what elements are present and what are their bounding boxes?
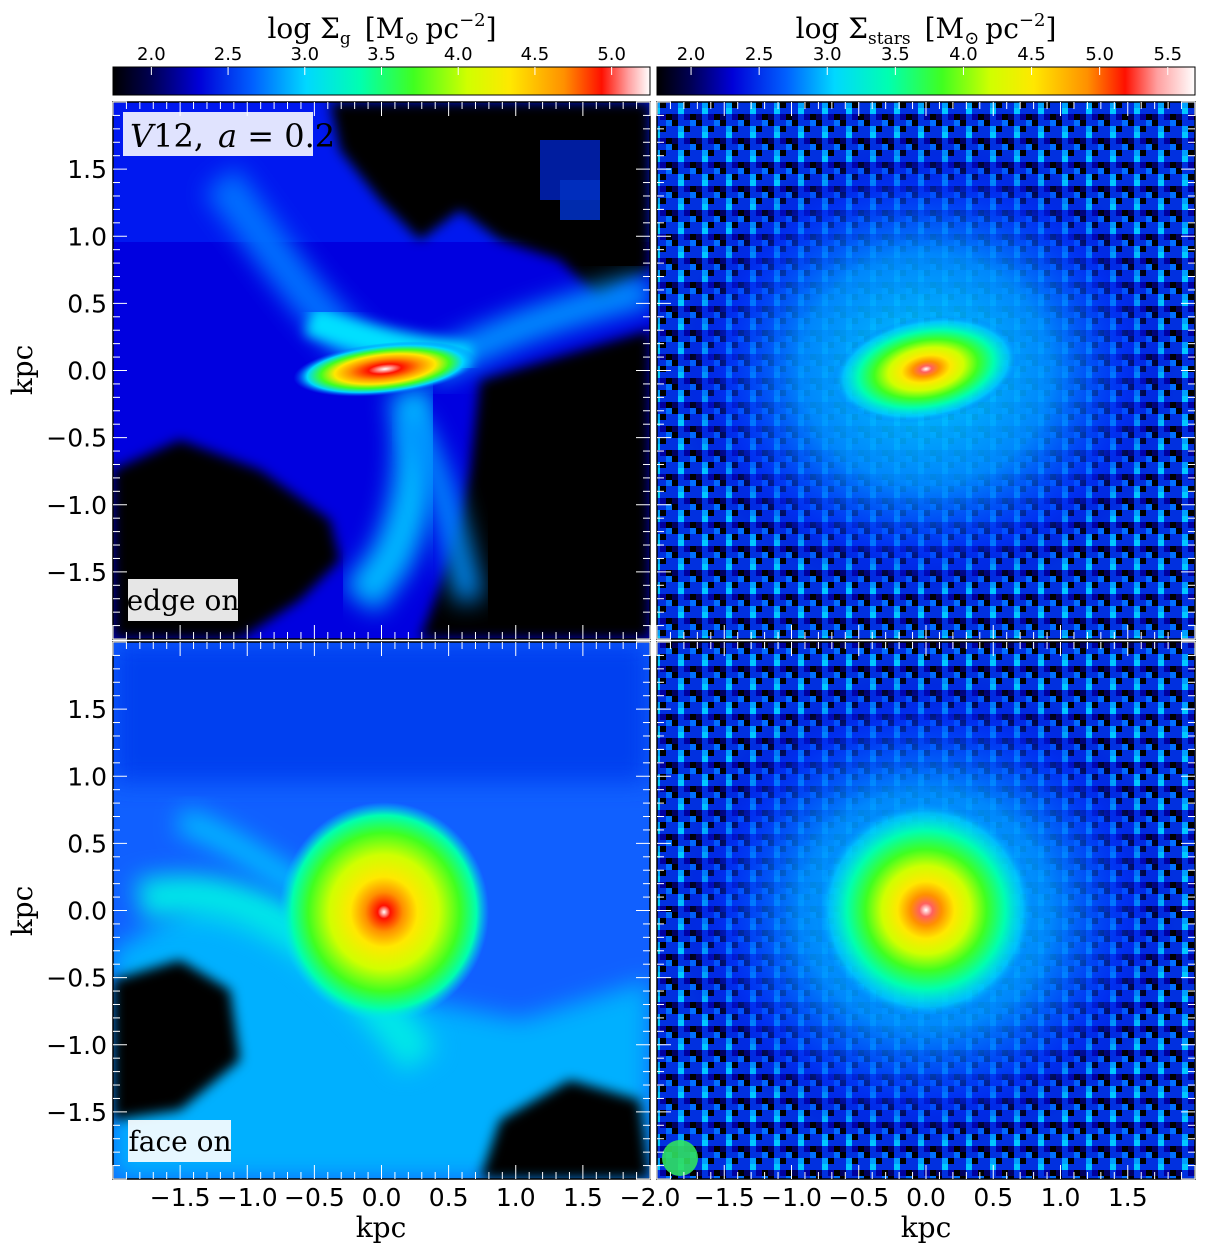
y-axis-label-bottom: kpc — [6, 886, 39, 937]
x-tick-label: −1.0 — [217, 1183, 278, 1212]
x-tick-label: −2.0 — [620, 1183, 681, 1212]
y-tick-label: 1.5 — [67, 695, 107, 724]
y-tick-label: −0.5 — [46, 964, 107, 993]
x-tick-label: 0.0 — [362, 1183, 402, 1212]
colorbar-stars-ticks: 2.0 2.5 3.0 3.5 4.0 4.5 5.0 5.5 — [677, 44, 1182, 75]
colorbar-tick-label: 4.5 — [521, 44, 550, 65]
y-tick-label: −1.5 — [46, 558, 107, 587]
x-tick-label: 1.5 — [1108, 1183, 1148, 1212]
heatmap-gas-edge-on — [113, 102, 650, 639]
x-axis-label-right: kpc — [901, 1211, 952, 1244]
colorbar-tick-label: 4.0 — [444, 44, 473, 65]
colorbar-tick-label: 5.0 — [597, 44, 626, 65]
x-tick-label: 1.0 — [1041, 1183, 1081, 1212]
y-tick-label: 0.5 — [67, 829, 107, 858]
y-tick-label: −0.5 — [46, 424, 107, 453]
edge-on-label: edge on — [127, 584, 240, 617]
y-tick-label: −1.0 — [46, 491, 107, 520]
y-axis-label-top: kpc — [6, 345, 39, 396]
colorbar-tick-label: 3.0 — [290, 44, 319, 65]
colorbar-gas-label: log Σg [M⊙ pc−2] — [267, 10, 496, 49]
colorbar-tick-label: 5.5 — [1153, 44, 1182, 65]
colorbar-tick-label: 2.0 — [677, 44, 706, 65]
x-tick-label: 0.0 — [906, 1183, 946, 1212]
colorbar-tick-label: 5.0 — [1085, 44, 1114, 65]
y-tick-label: −1.5 — [46, 1098, 107, 1127]
colorbar-stars: 2.0 2.5 3.0 3.5 4.0 4.5 5.0 5.5 log Σstars [M⊙ pc… — [656, 10, 1196, 96]
face-on-label: face on — [128, 1125, 231, 1158]
colorbar-tick-label: 2.5 — [214, 44, 243, 65]
x-tick-label: 1.5 — [563, 1183, 603, 1212]
panel-title: V12, a = 0.2 — [130, 117, 335, 155]
y-tick-label: 1.0 — [67, 762, 107, 791]
colorbar-gas: 2.0 2.5 3.0 3.5 4.0 4.5 5.0 log Σg [M⊙ pc−2] — [112, 10, 651, 96]
x-tick-label: −0.5 — [828, 1183, 889, 1212]
y-tick-label: 1.5 — [67, 155, 107, 184]
x-tick-label: 0.5 — [973, 1183, 1013, 1212]
colorbar-tick-label: 4.5 — [1017, 44, 1046, 65]
satellite-blob — [662, 1140, 698, 1176]
label-face-on: face on — [128, 1120, 232, 1162]
colorbar-tick-label: 3.0 — [813, 44, 842, 65]
x-tick-label: −1.0 — [761, 1183, 822, 1212]
y-tick-label: 0.5 — [67, 289, 107, 318]
colorbar-tick-label: 3.5 — [367, 44, 396, 65]
axis-ticks: 1.51.00.50.0−0.5−1.0−1.51.51.00.50.0−0.5… — [46, 101, 1196, 1212]
label-edge-on: edge on — [127, 579, 240, 621]
colorbar-tick-label: 2.5 — [745, 44, 774, 65]
x-tick-label: 0.5 — [429, 1183, 469, 1212]
colorbar-stars-label: log Σstars [M⊙ pc−2] — [796, 10, 1057, 49]
heatmap-stars-edge-on — [657, 102, 1195, 639]
x-tick-label: −1.5 — [150, 1183, 211, 1212]
colorbar-gas-ticks: 2.0 2.5 3.0 3.5 4.0 4.5 5.0 — [137, 44, 626, 75]
y-tick-label: 0.0 — [67, 897, 107, 926]
x-tick-label: −1.5 — [694, 1183, 755, 1212]
colorbar-tick-label: 4.0 — [949, 44, 978, 65]
x-axis-label-left: kpc — [356, 1211, 407, 1244]
y-tick-label: 0.0 — [67, 357, 107, 386]
heatmap-stars-face-on — [657, 642, 1195, 1179]
colorbar-tick-label: 2.0 — [137, 44, 166, 65]
x-tick-label: 1.0 — [496, 1183, 536, 1212]
colorbar-tick-label: 3.5 — [881, 44, 910, 65]
y-tick-label: 1.0 — [67, 222, 107, 251]
x-tick-label: −0.5 — [284, 1183, 345, 1212]
y-tick-label: −1.0 — [46, 1031, 107, 1060]
heatmap-gas-face-on — [113, 642, 650, 1179]
label-v12: V12, a = 0.2 — [123, 112, 335, 156]
